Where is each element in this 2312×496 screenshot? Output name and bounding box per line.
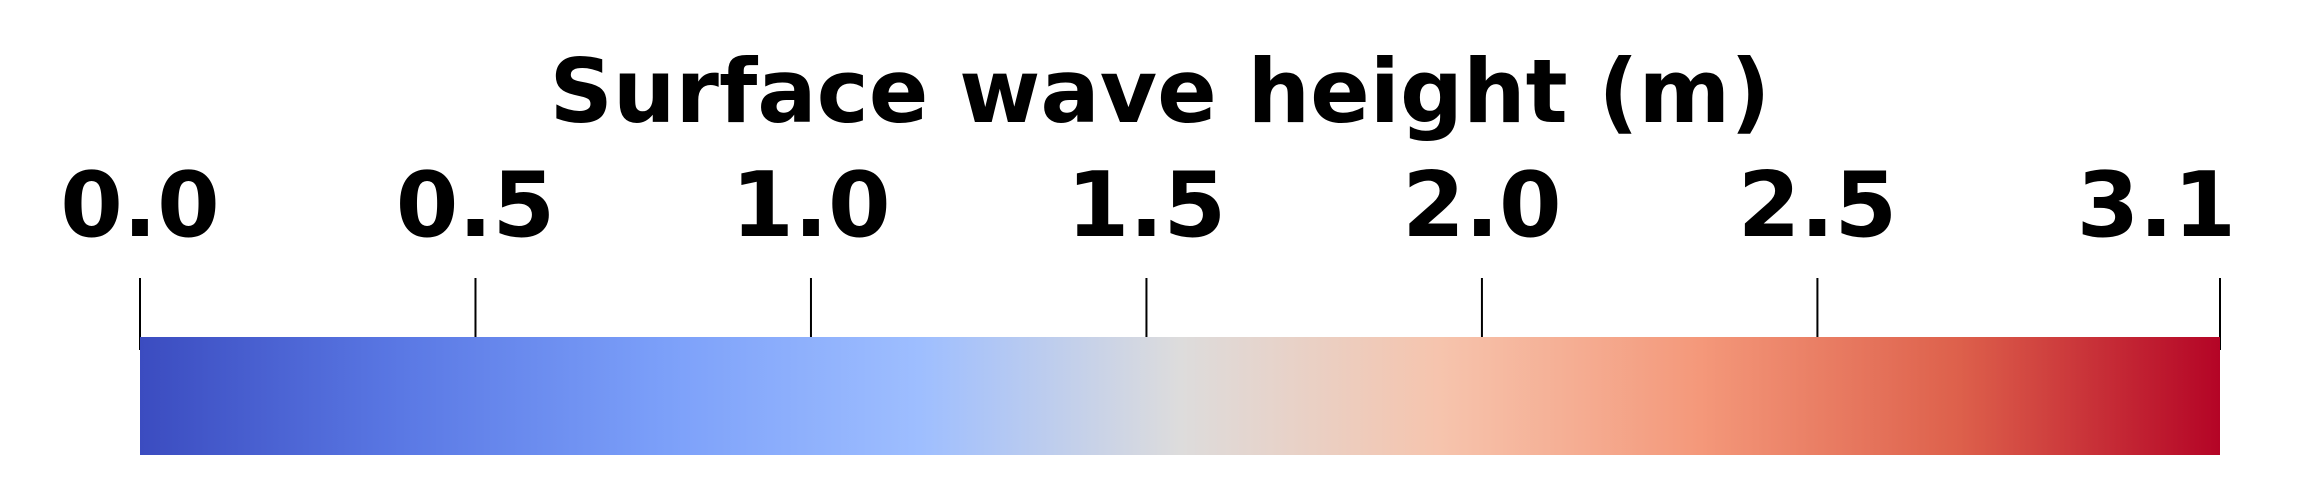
tick-group: 0.0 0.5 1.0 1.5 2.0 2.5 3.1	[60, 153, 2236, 350]
tick-label: 2.5	[1738, 153, 1897, 258]
tick-label: 0.0	[60, 153, 219, 258]
tick-label: 3.1	[2077, 153, 2236, 258]
tick-label: 1.0	[731, 153, 890, 258]
tick-label: 1.5	[1067, 153, 1226, 258]
tick-label: 0.5	[396, 153, 555, 258]
tick-label: 2.0	[1402, 153, 1561, 258]
colorbar-title: Surface wave height (m)	[550, 40, 1771, 143]
colorbar-gradient	[140, 337, 2220, 455]
